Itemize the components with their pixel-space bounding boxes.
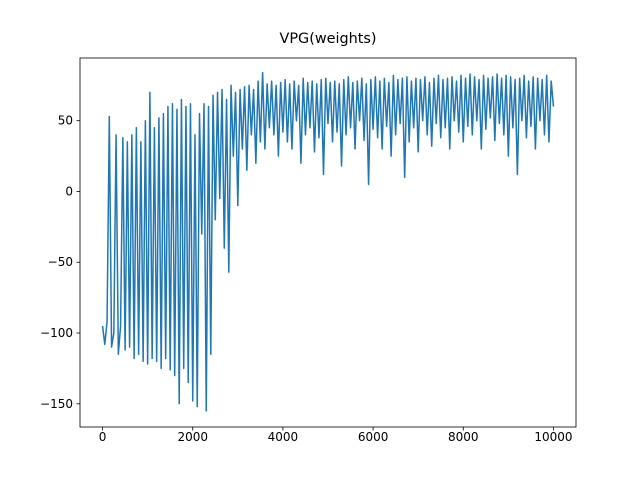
y-tick-label: −150 bbox=[40, 397, 73, 411]
x-tick-label: 6000 bbox=[358, 430, 389, 444]
x-tick-label: 2000 bbox=[177, 430, 208, 444]
y-tick-label: −100 bbox=[40, 326, 73, 340]
plot-frame bbox=[79, 57, 577, 428]
y-tick-label: 0 bbox=[65, 184, 73, 198]
chart-title: VPG(weights) bbox=[280, 31, 377, 47]
x-tick-label: 0 bbox=[99, 430, 107, 444]
x-tick-label: 4000 bbox=[268, 430, 299, 444]
y-tick-label: 50 bbox=[58, 114, 73, 128]
data-line bbox=[101, 71, 555, 412]
y-tick-label: −50 bbox=[48, 255, 73, 269]
x-tick-label: 10000 bbox=[534, 430, 572, 444]
x-tick-label: 8000 bbox=[448, 430, 479, 444]
